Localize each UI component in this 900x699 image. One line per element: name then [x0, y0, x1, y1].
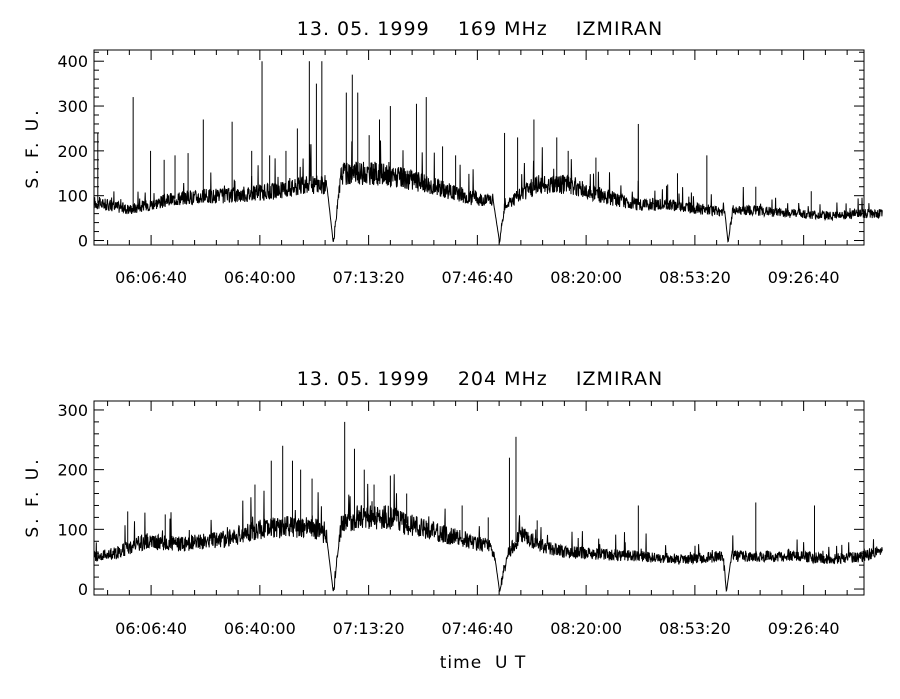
y-tick-labels-169mhz: 0 100 200 300 400 — [57, 52, 88, 250]
tick-group-169mhz — [94, 50, 864, 245]
plot-frame-169mhz — [93, 49, 865, 246]
chart-title-169mhz: 13. 05. 1999 169 MHz IZMIRAN — [297, 18, 663, 40]
x-tick-label: 07:13:20 — [333, 619, 405, 638]
plot-frame-204mhz — [93, 400, 865, 596]
burst-group-169mhz — [97, 61, 812, 215]
y-tick-label: 100 — [57, 520, 88, 539]
y-tick-label: 300 — [57, 97, 88, 116]
y-axis-label-169mhz: S. F. U. — [23, 107, 43, 188]
x-tick-label: 09:26:40 — [768, 268, 840, 287]
y-axis-label-204mhz: S. F. U. — [23, 456, 43, 537]
x-tick-label: 06:06:40 — [115, 268, 187, 287]
y-tick-label: 400 — [57, 52, 88, 71]
x-tick-label: 07:46:40 — [441, 268, 513, 287]
y-tick-label: 200 — [57, 461, 88, 480]
x-tick-labels-169mhz: 06:06:40 06:40:00 07:13:20 07:46:40 08:2… — [115, 268, 839, 287]
x-tick-label: 06:40:00 — [224, 619, 296, 638]
tick-group-204mhz — [94, 401, 864, 595]
y-tick-label: 200 — [57, 142, 88, 161]
y-tick-label: 300 — [57, 401, 88, 420]
x-tick-labels-204mhz: 06:06:40 06:40:00 07:13:20 07:46:40 08:2… — [115, 619, 839, 638]
series-line-169mhz — [93, 140, 883, 244]
x-axis-label: time U T — [440, 653, 526, 673]
x-tick-label: 08:20:00 — [550, 619, 622, 638]
burst-group-204mhz — [127, 421, 816, 558]
x-tick-label: 06:06:40 — [115, 619, 187, 638]
y-tick-label: 0 — [78, 580, 88, 599]
x-tick-label: 08:20:00 — [550, 268, 622, 287]
y-tick-labels-204mhz: 0 100 200 300 — [57, 401, 88, 599]
x-tick-label: 08:53:20 — [659, 619, 731, 638]
panel-204mhz: 13. 05. 1999 204 MHz IZMIRAN S. F. U. 06… — [23, 368, 883, 638]
x-tick-label: 07:13:20 — [333, 268, 405, 287]
x-tick-label: 09:26:40 — [768, 619, 840, 638]
x-tick-label: 08:53:20 — [659, 268, 731, 287]
y-tick-label: 0 — [78, 232, 88, 251]
chart-title-204mhz: 13. 05. 1999 204 MHz IZMIRAN — [297, 368, 663, 390]
x-tick-label: 07:46:40 — [441, 619, 513, 638]
panel-169mhz: 13. 05. 1999 169 MHz IZMIRAN S. F. U. 06… — [23, 18, 883, 287]
y-tick-label: 100 — [57, 187, 88, 206]
x-tick-label: 06:40:00 — [224, 268, 296, 287]
